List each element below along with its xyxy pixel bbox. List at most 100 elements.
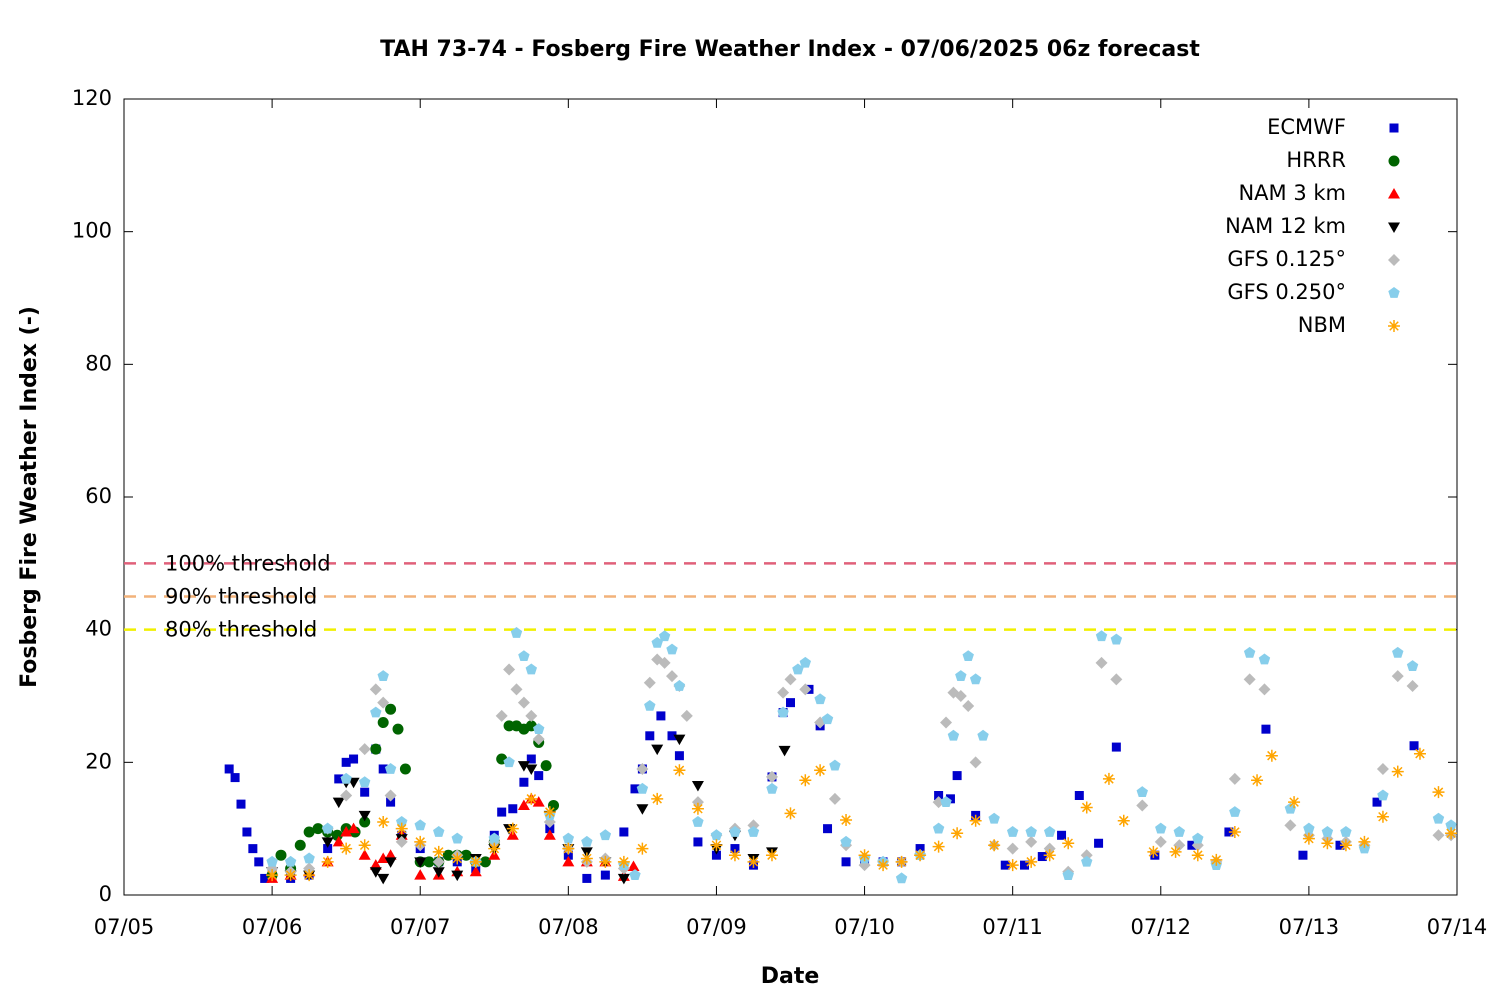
x-tick-label: 07/09 bbox=[686, 915, 747, 939]
data-point bbox=[777, 686, 790, 699]
data-point bbox=[580, 852, 593, 865]
y-tick-label: 40 bbox=[85, 617, 112, 641]
data-point bbox=[952, 771, 962, 781]
data-point bbox=[399, 763, 411, 775]
data-point bbox=[1409, 741, 1419, 751]
data-point bbox=[691, 802, 704, 815]
data-point bbox=[284, 855, 297, 867]
data-point bbox=[877, 859, 890, 872]
y-tick-label: 20 bbox=[85, 749, 112, 773]
data-point bbox=[266, 869, 279, 882]
data-point bbox=[377, 696, 390, 709]
data-point bbox=[1057, 830, 1067, 840]
data-point bbox=[563, 850, 573, 860]
data-point bbox=[747, 855, 760, 868]
data-point bbox=[562, 832, 575, 844]
data-point bbox=[1258, 683, 1271, 696]
data-point bbox=[1391, 670, 1404, 683]
data-point bbox=[1339, 839, 1352, 852]
data-point bbox=[765, 849, 778, 862]
data-point bbox=[377, 873, 390, 885]
y-tick-label: 100 bbox=[72, 219, 112, 243]
data-point bbox=[629, 869, 641, 880]
data-point bbox=[692, 816, 704, 827]
data-point bbox=[395, 822, 408, 835]
data-point bbox=[377, 670, 389, 681]
data-point bbox=[940, 716, 953, 729]
data-point bbox=[1020, 860, 1030, 870]
data-point bbox=[962, 699, 975, 712]
data-point bbox=[377, 816, 390, 829]
data-point bbox=[312, 823, 324, 835]
data-point bbox=[545, 824, 555, 834]
data-point bbox=[358, 839, 371, 852]
data-point bbox=[254, 857, 264, 867]
data-point bbox=[1392, 646, 1404, 658]
legend-marker bbox=[1389, 123, 1399, 133]
data-point bbox=[469, 855, 482, 868]
data-point bbox=[1080, 801, 1093, 814]
data-point bbox=[1445, 819, 1457, 831]
data-point bbox=[1445, 827, 1458, 840]
x-tick-label: 07/06 bbox=[242, 915, 303, 939]
x-tick-label: 07/11 bbox=[982, 915, 1043, 939]
data-point bbox=[599, 855, 612, 868]
legend-label: GFS 0.250° bbox=[1227, 280, 1346, 304]
data-point bbox=[581, 835, 593, 847]
data-point bbox=[451, 870, 464, 882]
y-tick-label: 120 bbox=[72, 86, 112, 110]
data-point bbox=[1406, 680, 1419, 693]
data-point bbox=[525, 663, 538, 675]
data-point bbox=[248, 844, 258, 854]
data-point bbox=[414, 835, 427, 848]
data-point bbox=[617, 873, 630, 885]
data-point bbox=[370, 743, 382, 755]
data-point bbox=[645, 731, 655, 741]
data-point bbox=[582, 873, 592, 883]
data-point bbox=[1376, 810, 1389, 823]
data-point bbox=[332, 835, 345, 847]
data-point bbox=[1288, 796, 1301, 809]
data-point bbox=[969, 673, 982, 685]
data-point bbox=[895, 872, 908, 884]
data-point bbox=[495, 709, 508, 722]
data-point bbox=[341, 757, 351, 767]
data-point bbox=[651, 636, 663, 648]
legend-label: HRRR bbox=[1286, 148, 1346, 172]
chart-title: TAH 73-74 - Fosberg Fire Weather Index -… bbox=[380, 37, 1200, 62]
data-point bbox=[533, 723, 545, 735]
data-point bbox=[1191, 849, 1204, 862]
data-point bbox=[895, 855, 908, 868]
legend-marker bbox=[1388, 155, 1400, 167]
data-point bbox=[1081, 855, 1093, 867]
data-point bbox=[230, 773, 240, 783]
data-point bbox=[1173, 825, 1185, 837]
data-point bbox=[1006, 859, 1019, 872]
data-point bbox=[303, 869, 316, 882]
legend-marker bbox=[1388, 320, 1400, 332]
data-point bbox=[414, 819, 426, 831]
data-point bbox=[358, 810, 371, 822]
data-point bbox=[777, 706, 789, 718]
data-point bbox=[332, 797, 345, 809]
y-tick-label: 80 bbox=[85, 351, 112, 375]
x-tick-label: 07/12 bbox=[1131, 915, 1192, 939]
data-point bbox=[432, 867, 445, 878]
data-point bbox=[914, 849, 927, 862]
data-point bbox=[510, 626, 523, 638]
data-point bbox=[792, 663, 804, 675]
data-point bbox=[932, 796, 945, 809]
data-point bbox=[331, 829, 343, 841]
data-point bbox=[728, 849, 741, 862]
data-point bbox=[1147, 845, 1160, 858]
x-tick-label: 07/07 bbox=[390, 915, 451, 939]
legend-label: GFS 0.125° bbox=[1227, 247, 1346, 271]
data-point bbox=[711, 850, 721, 860]
data-point bbox=[784, 807, 797, 820]
data-point bbox=[1432, 829, 1445, 842]
legend-marker bbox=[1388, 222, 1400, 233]
data-point bbox=[1102, 772, 1115, 785]
data-point bbox=[396, 816, 408, 827]
data-point bbox=[765, 770, 778, 783]
data-point bbox=[386, 797, 396, 807]
